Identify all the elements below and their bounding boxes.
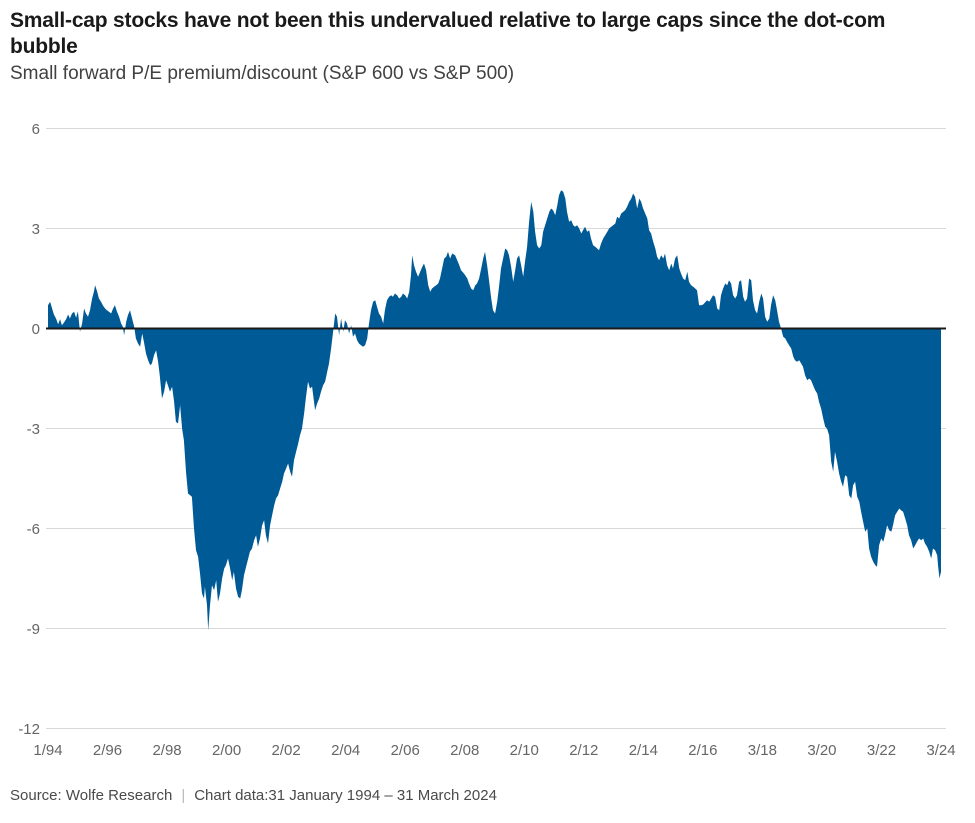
x-tick-label: 2/12 [569,742,598,759]
x-tick-label: 3/24 [926,742,955,759]
chart-area: 6 3 0 -3 -6 -9 -12 1/94 2/96 2/98 2/00 2/02 2/04 2/06… [0,105,975,765]
x-tick-label: 2/10 [510,742,539,759]
x-tick-label: 2/16 [688,742,717,759]
source-text: Source: Wolfe Research [10,787,173,804]
x-tick-label: 2/08 [450,742,479,759]
x-tick-label: 2/96 [93,742,122,759]
x-tick-label: 3/22 [867,742,896,759]
y-tick-label: 3 [32,221,40,238]
y-tick-label: 0 [32,321,40,338]
source-line: Source: Wolfe Research | Chart data:31 Jan… [10,787,497,804]
x-tick-label: 3/18 [748,742,777,759]
y-tick-label: -12 [18,721,40,738]
x-tick-label: 2/06 [391,742,420,759]
chart-title: Small-cap stocks have not been this unde… [10,9,886,58]
source-separator: | [181,787,186,804]
area-series [48,190,941,631]
y-tick-label: -3 [27,421,40,438]
y-tick-label: -6 [27,521,40,538]
date-range-text: Chart data:31 January 1994 – 31 March 20… [194,787,497,804]
y-tick-label: 6 [32,121,40,138]
area-chart-svg: 6 3 0 -3 -6 -9 -12 1/94 2/96 2/98 2/00 2/02 2/04 2/06… [18,121,955,759]
x-tick-label: 2/02 [272,742,301,759]
chart-header: Small-cap stocks have not been this unde… [0,0,975,86]
x-tick-label: 2/98 [152,742,181,759]
y-tick-label: -9 [27,621,40,638]
x-tick-label: 1/94 [33,742,62,759]
x-tick-label: 2/04 [331,742,360,759]
x-tick-label: 2/14 [629,742,658,759]
x-tick-label: 3/20 [807,742,836,759]
chart-subtitle: Small forward P/E premium/discount (S&P … [10,63,515,84]
x-tick-label: 2/00 [212,742,241,759]
